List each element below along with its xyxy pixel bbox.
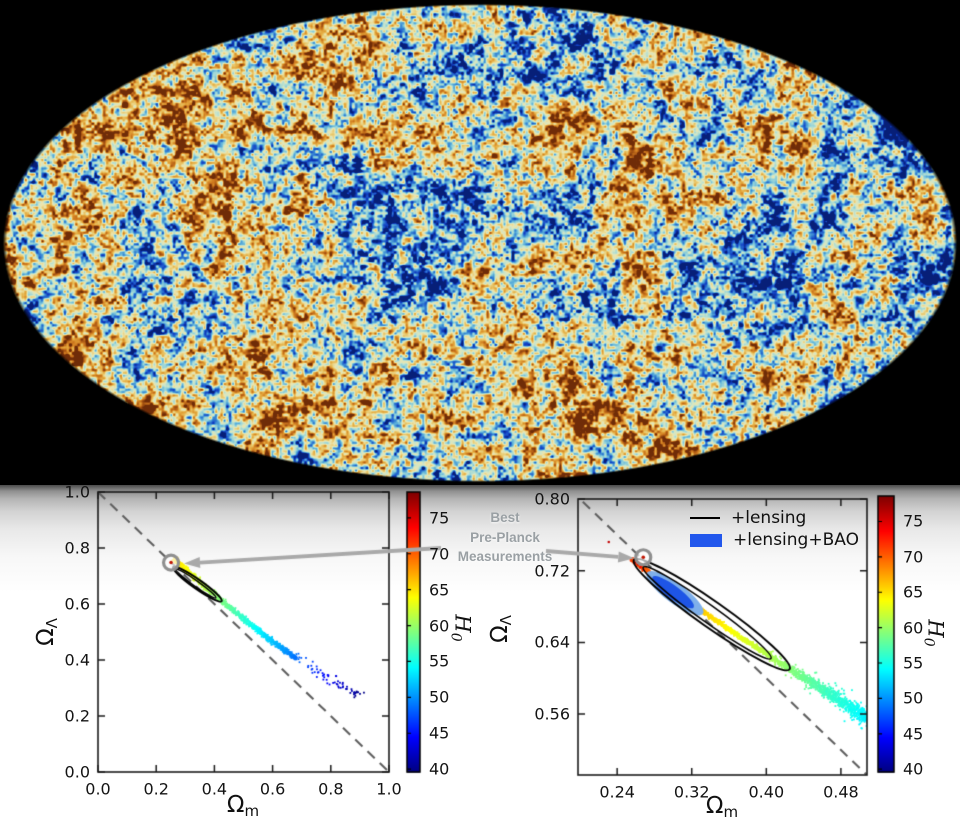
y-tick-label: 0.2 <box>64 706 90 726</box>
omega-symbol: Ω <box>705 793 724 819</box>
right-plot-xaxis-label: Ωm <box>706 793 738 821</box>
x-tick-label: 0.4 <box>201 779 228 799</box>
x-tick-label: 0.0 <box>85 779 111 799</box>
right-colorbar-label: H0 <box>921 619 948 646</box>
h0-subscript: 0 <box>447 632 464 642</box>
colorbar-tick-label: 55 <box>429 651 450 671</box>
colorbar-tick-label: 75 <box>903 511 924 531</box>
pre-planck-annotation: Best Pre-Planck Measurements <box>430 508 580 567</box>
y-tick-label: 0.80 <box>534 489 570 509</box>
annotation-line-1: Best <box>490 510 520 525</box>
x-tick-label: 0.40 <box>748 782 785 802</box>
colorbar-tick-label: 70 <box>429 544 450 564</box>
colorbar-tick-label: 40 <box>903 759 924 779</box>
colorbar-tick-label: 40 <box>429 759 450 779</box>
colorbar-tick-label: 45 <box>429 723 450 743</box>
h0-symbol: H <box>450 614 475 633</box>
omega-subscript-m: m <box>723 803 739 821</box>
right-plot-yaxis-label: ΩΛ <box>487 615 515 643</box>
y-tick-label: 0.72 <box>534 561 570 581</box>
colorbar-tick-label: 45 <box>903 724 924 744</box>
lensing-bao-fill-swatch <box>690 533 722 547</box>
colorbar-tick-label: 75 <box>429 508 450 528</box>
colorbar-tick-label: 65 <box>903 582 924 602</box>
y-tick-label: 0.0 <box>64 762 90 782</box>
colorbar-tick-label: 65 <box>429 580 450 600</box>
legend-item-lensing: +lensing <box>690 507 859 529</box>
omega-symbol: Ω <box>226 792 245 818</box>
left-plot-yaxis-label: ΩΛ <box>33 618 61 646</box>
x-tick-label: 1.0 <box>376 779 402 799</box>
y-tick-label: 0.8 <box>64 538 90 558</box>
colorbar-tick-label: 50 <box>903 688 924 708</box>
y-tick-label: 0.4 <box>64 650 90 670</box>
annotation-line-3: Measurements <box>457 549 553 564</box>
omega-subscript-m: m <box>244 802 260 820</box>
y-tick-label: 0.64 <box>534 632 570 652</box>
y-tick-label: 1.0 <box>64 482 90 502</box>
y-tick-label: 0.56 <box>534 704 570 724</box>
h0-symbol: H <box>923 619 948 638</box>
left-colorbar-label: H0 <box>448 614 475 641</box>
colorbar-tick-label: 70 <box>903 547 924 567</box>
omega-subscript-lambda: Λ <box>497 615 515 626</box>
omega-subscript-lambda: Λ <box>43 618 61 629</box>
legend-label-lensing-bao: +lensing+BAO <box>733 530 859 550</box>
legend-item-lensing-bao: +lensing+BAO <box>690 529 859 551</box>
x-tick-label: 0.6 <box>259 779 286 799</box>
colorbar-tick-label: 60 <box>903 618 924 638</box>
legend: +lensing +lensing+BAO <box>690 507 859 551</box>
annotation-line-2: Pre-Planck <box>470 529 540 545</box>
x-tick-label: 0.8 <box>318 779 344 799</box>
omega-symbol: Ω <box>487 625 513 643</box>
colorbar-tick-label: 60 <box>429 616 450 636</box>
colorbar-tick-label: 50 <box>429 687 450 707</box>
h0-subscript: 0 <box>920 637 937 647</box>
legend-label-lensing: +lensing <box>731 508 807 528</box>
x-tick-label: 0.48 <box>823 782 859 802</box>
x-tick-label: 0.32 <box>673 782 710 802</box>
x-tick-label: 0.2 <box>143 779 169 799</box>
y-tick-label: 0.6 <box>64 594 90 614</box>
omega-symbol: Ω <box>33 628 59 646</box>
left-plot-xaxis-label: Ωm <box>227 792 259 820</box>
colorbar-tick-label: 55 <box>903 653 924 673</box>
x-tick-label: 0.24 <box>599 782 635 802</box>
lensing-contour-swatch <box>690 517 720 519</box>
